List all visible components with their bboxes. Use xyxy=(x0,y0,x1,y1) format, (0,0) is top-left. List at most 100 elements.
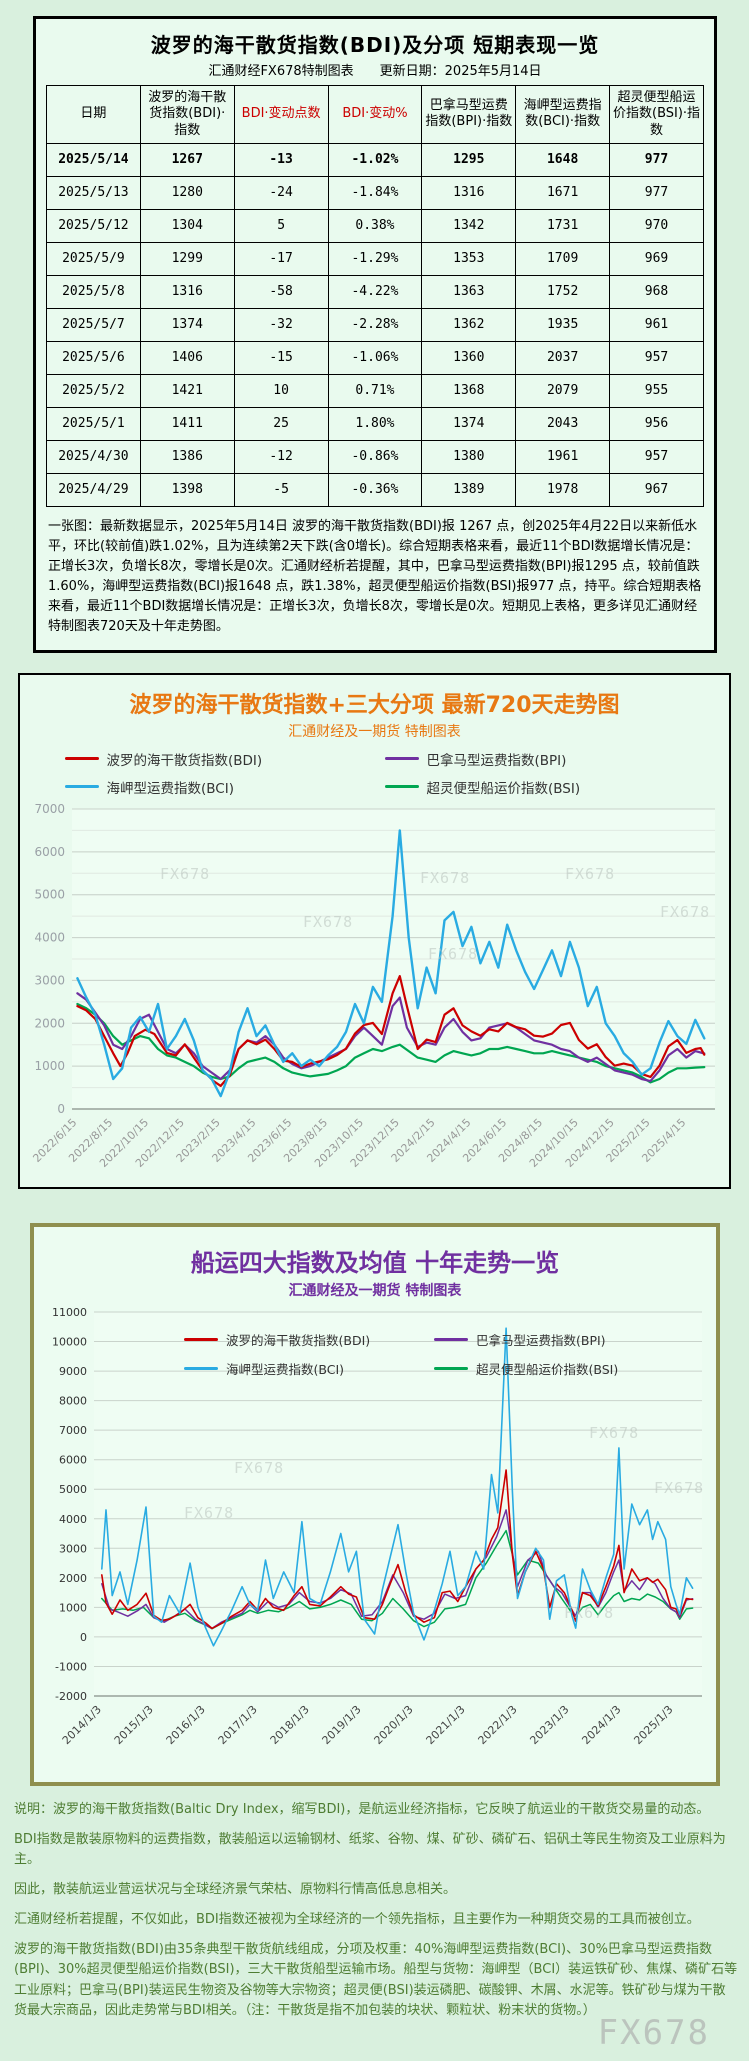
footnote-line: 因此，散装航运业营运状况与全球经济景气荣枯、原物料行情高低息息相关。 xyxy=(14,1882,457,1898)
table-cell: 1389 xyxy=(421,472,517,507)
table-cell: 1360 xyxy=(421,340,517,375)
table-cell: 1406 xyxy=(139,340,235,375)
table-cell: 2079 xyxy=(515,373,611,408)
legend-item: 超灵便型船运价指数(BSI) xyxy=(434,1359,654,1378)
table-cell: 10 xyxy=(233,373,329,408)
svg-text:6000: 6000 xyxy=(59,1453,87,1466)
table-cell: 969 xyxy=(609,241,704,276)
svg-text:2019/1/3: 2019/1/3 xyxy=(320,1703,364,1747)
table-cell: 1709 xyxy=(515,241,611,276)
table-cell: -5 xyxy=(233,472,329,507)
legend-line-swatch xyxy=(384,757,419,761)
table-cell: 2025/5/1 xyxy=(46,406,141,441)
svg-text:2023/1/3: 2023/1/3 xyxy=(527,1703,571,1747)
summary-paragraph: 一张图：最新数据显示，2025年5月14日 波罗的海干散货指数(BDI)报 12… xyxy=(48,518,702,635)
table-cell: 957 xyxy=(609,439,704,474)
legend-label: 超灵便型船运价指数(BSI) xyxy=(476,1361,619,1377)
svg-text:2000: 2000 xyxy=(34,1016,65,1030)
svg-text:2024/1/3: 2024/1/3 xyxy=(579,1703,623,1747)
legend-label: 海岬型运费指数(BCI) xyxy=(106,780,234,797)
table-cell: -17 xyxy=(233,241,329,276)
chart1-plot-area: 0 1000 2000 3000 4000 5000 6000 7000 2022/6/15 20… xyxy=(20,802,729,1185)
table-cell: 970 xyxy=(609,208,704,243)
legend-item: 巴拿马型运费指数(BPI) xyxy=(434,1330,654,1349)
table-cell: 1731 xyxy=(515,208,611,243)
footnote-line: 汇通财经析若提醒，不仅如此，BDI指数还被视为全球经济的一个领先指标，且主要作为… xyxy=(14,1912,700,1928)
table-row: 2025/5/12 1304 5 0.38% 1342 1731 970 xyxy=(46,208,704,243)
footnote-block: 说明：波罗的海干散货指数(Baltic Dry Index，缩写BDI)，是航运… xyxy=(14,1800,738,2061)
table-cell: 1316 xyxy=(139,274,235,309)
table-cell: 2025/5/9 xyxy=(46,241,141,276)
legend-item: 巴拿马型运费指数(BPI) xyxy=(384,749,685,769)
svg-text:3000: 3000 xyxy=(59,1542,87,1555)
legend-line-swatch xyxy=(184,1337,218,1341)
legend-line-swatch xyxy=(184,1366,218,1370)
table-cell: 1648 xyxy=(515,142,611,177)
legend-line-swatch xyxy=(434,1337,468,1341)
legend-label: 超灵便型船运价指数(BSI) xyxy=(426,780,581,797)
table-cell: 2025/5/12 xyxy=(46,208,141,243)
table-cell: 1386 xyxy=(139,439,235,474)
svg-text:0: 0 xyxy=(57,1102,65,1116)
table-cell: 1316 xyxy=(421,175,517,210)
chart2-title: 船运四大指数及均值 十年走势一览 xyxy=(190,1248,560,1277)
table-cell: 1671 xyxy=(515,175,611,210)
svg-text:9000: 9000 xyxy=(59,1365,87,1378)
table-cell: 5 xyxy=(233,208,329,243)
table-cell: 955 xyxy=(609,373,704,408)
svg-text:2014/1/3: 2014/1/3 xyxy=(60,1703,104,1747)
footnote-line: 说明：波罗的海干散货指数(Baltic Dry Index，缩写BDI)，是航运… xyxy=(14,1801,710,1817)
chart1-svg: 010002000300040005000600070002022/6/1520… xyxy=(30,802,715,1170)
table-cell: 1374 xyxy=(139,307,235,342)
svg-text:3000: 3000 xyxy=(34,973,65,987)
table-cell: 1342 xyxy=(421,208,517,243)
table-cell: 1935 xyxy=(515,307,611,342)
table-row: 2025/5/2 1421 10 0.71% 1368 2079 955 xyxy=(46,373,704,408)
svg-text:4000: 4000 xyxy=(59,1512,87,1525)
table-cell: 977 xyxy=(609,142,704,177)
svg-text:8000: 8000 xyxy=(59,1394,87,1407)
report-title: 波罗的海干散货指数(BDI)及分项 短期表现一览 xyxy=(150,33,600,57)
svg-text:7000: 7000 xyxy=(59,1424,87,1437)
table-cell: 1304 xyxy=(139,208,235,243)
svg-text:-1000: -1000 xyxy=(55,1660,87,1673)
table-header-cell: BDI·变动点数 xyxy=(233,85,329,144)
table-row: 2025/5/14 1267 -13 -1.02% 1295 1648 977 xyxy=(46,142,704,177)
chart1-legend: 波罗的海干散货指数(BDI) 巴拿马型运费指数(BPI) 海岬型运费指数(BCI) 超… xyxy=(20,749,729,797)
table-row: 2025/4/30 1386 -12 -0.86% 1380 1961 957 xyxy=(46,439,704,474)
svg-text:10000: 10000 xyxy=(52,1335,87,1348)
table-header-cell: BDI·变动% xyxy=(327,85,423,144)
svg-text:5000: 5000 xyxy=(34,887,65,901)
report-subtitle: 汇通财经FX678特制图表 更新日期：2025年5月14日 xyxy=(208,64,542,79)
table-cell: -0.36% xyxy=(327,472,423,507)
table-header-cell: 超灵便型船运价指数(BSI)·指数 xyxy=(609,85,704,144)
table-cell: -1.02% xyxy=(327,142,423,177)
table-cell: 957 xyxy=(609,340,704,375)
table-cell: 1368 xyxy=(421,373,517,408)
legend-item: 波罗的海干散货指数(BDI) xyxy=(64,749,365,769)
legend-line-swatch xyxy=(64,785,99,789)
table-cell: 1353 xyxy=(421,241,517,276)
table-cell: 1752 xyxy=(515,274,611,309)
table-cell: 961 xyxy=(609,307,704,342)
table-cell: 0.71% xyxy=(327,373,423,408)
short-term-table-panel: 波罗的海干散货指数(BDI)及分项 短期表现一览 汇通财经FX678特制图表 更… xyxy=(33,16,717,653)
chart2-svg: -2000 -1000 0 1000 2000 3000 4000 5000 6000 7000 8… xyxy=(52,1306,702,1747)
table-cell: 2043 xyxy=(515,406,611,441)
chart2-subtitle: 汇通财经及一期货 特制图表 xyxy=(288,1282,462,1299)
table-cell: -13 xyxy=(233,142,329,177)
table-cell: 2037 xyxy=(515,340,611,375)
legend-label: 海岬型运费指数(BCI) xyxy=(226,1361,345,1377)
chart1-title: 波罗的海干散货指数+三大分项 最新720天走势图 xyxy=(129,692,620,718)
chart1-subtitle: 汇通财经及一期货 特制图表 xyxy=(288,723,461,740)
table-row: 2025/4/29 1398 -5 -0.36% 1389 1978 967 xyxy=(46,472,704,507)
table-cell: -32 xyxy=(233,307,329,342)
chart2-legend: 波罗的海干散货指数(BDI) 巴拿马型运费指数(BPI) 海岬型运费指数(BCI) 超… xyxy=(184,1330,654,1378)
table-cell: -24 xyxy=(233,175,329,210)
table-cell: 968 xyxy=(609,274,704,309)
table-cell: 1978 xyxy=(515,472,611,507)
svg-text:2017/1/3: 2017/1/3 xyxy=(216,1703,260,1747)
table-cell: 2025/5/6 xyxy=(46,340,141,375)
table-cell: 956 xyxy=(609,406,704,441)
table-cell: 1280 xyxy=(139,175,235,210)
